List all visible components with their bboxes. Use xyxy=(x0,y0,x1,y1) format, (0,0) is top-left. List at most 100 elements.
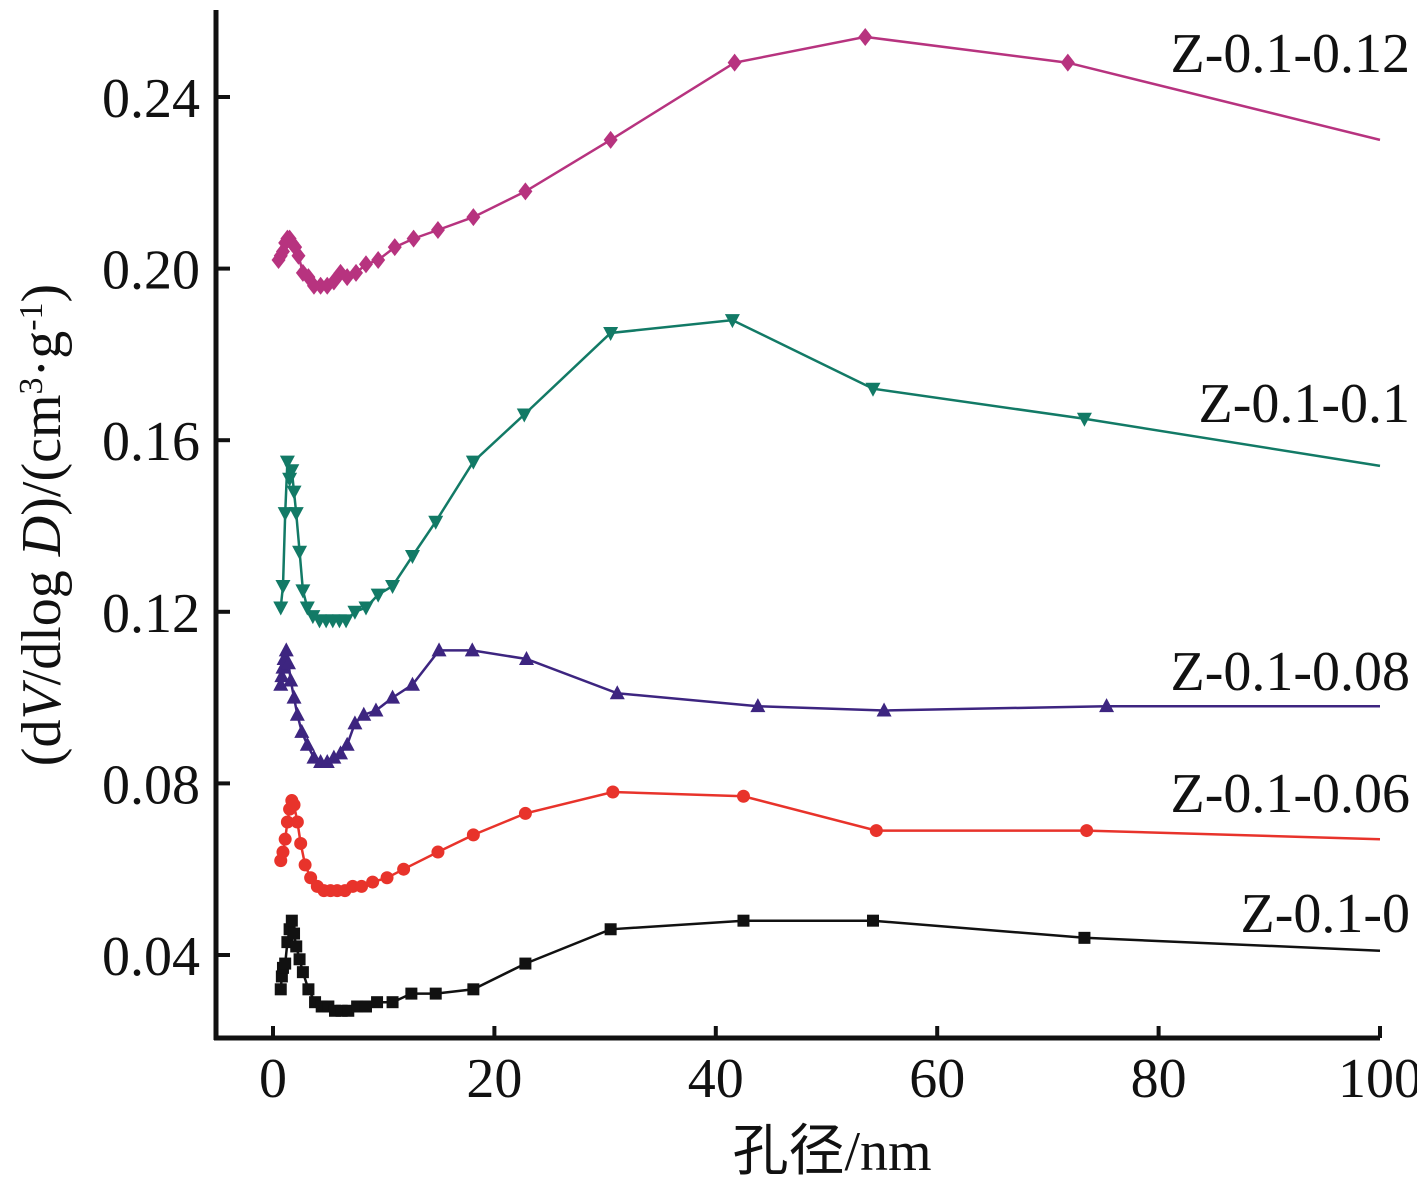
data-point-z-0-1-0-08 xyxy=(519,650,535,665)
data-point-z-0-1-0-1 xyxy=(865,382,881,397)
data-point-z-0-1-0-08 xyxy=(609,685,625,700)
data-point-z-0-1-0-12 xyxy=(603,130,618,149)
series-z-0-1-0 xyxy=(274,914,1381,1017)
y-axis-title-part: ) xyxy=(11,284,73,303)
data-point-z-0-1-0-06 xyxy=(366,875,380,889)
data-point-z-0-1-0-12 xyxy=(406,229,421,248)
data-point-z-0-1-0-08 xyxy=(339,736,355,751)
data-point-z-0-1-0-08 xyxy=(274,668,290,683)
data-point-z-0-1-0 xyxy=(405,987,418,1000)
y-axis-title-superscript: -1 xyxy=(13,302,50,330)
data-point-z-0-1-0-08 xyxy=(286,689,302,704)
data-point-z-0-1-0-08 xyxy=(299,736,315,751)
data-point-z-0-1-0-06 xyxy=(380,871,394,885)
y-axis-title: (dV/dlog D)/(cm3·g-1) xyxy=(11,284,73,766)
x-axis-title: 孔径/nm xyxy=(732,1121,931,1181)
data-point-z-0-1-0-06 xyxy=(287,798,301,812)
series-line-z-0-1-0-1 xyxy=(279,318,1381,622)
series-layer xyxy=(271,27,1381,1017)
data-point-z-0-1-0-12 xyxy=(518,182,533,201)
data-point-z-0-1-0-08 xyxy=(464,642,480,657)
data-point-z-0-1-0-06 xyxy=(276,845,290,859)
y-axis-title-superscript: 3 xyxy=(13,377,50,394)
data-point-z-0-1-0-08 xyxy=(278,642,294,657)
x-tick-label: 100 xyxy=(1338,1048,1417,1110)
data-point-z-0-1-0 xyxy=(604,923,617,936)
data-point-z-0-1-0-08 xyxy=(294,723,310,738)
data-point-z-0-1-0-1 xyxy=(295,584,311,599)
data-point-z-0-1-0-08 xyxy=(319,753,335,768)
data-point-z-0-1-0-1 xyxy=(338,614,354,629)
data-point-z-0-1-0-06 xyxy=(466,828,480,842)
data-point-z-0-1-0-08 xyxy=(1099,698,1115,713)
data-point-z-0-1-0-1 xyxy=(516,408,532,423)
y-tick-label: 0.12 xyxy=(102,583,200,645)
data-point-z-0-1-0-1 xyxy=(428,515,444,530)
data-point-z-0-1-0-08 xyxy=(273,676,289,691)
data-point-z-0-1-0-08 xyxy=(385,689,401,704)
data-point-z-0-1-0 xyxy=(467,983,480,996)
data-point-z-0-1-0-06 xyxy=(294,836,308,850)
series-z-0-1-0-12 xyxy=(271,27,1381,295)
data-point-z-0-1-0-12 xyxy=(1060,53,1075,72)
data-point-z-0-1-0-12 xyxy=(291,246,306,265)
data-point-z-0-1-0-08 xyxy=(356,706,372,721)
data-point-z-0-1-0-06 xyxy=(278,832,292,846)
data-point-z-0-1-0-12 xyxy=(858,27,873,46)
data-point-z-0-1-0 xyxy=(386,996,399,1009)
x-tick-label: 0 xyxy=(259,1048,287,1110)
data-point-z-0-1-0-1 xyxy=(299,601,315,616)
data-point-z-0-1-0-1 xyxy=(347,605,363,620)
x-tick-label: 80 xyxy=(1131,1048,1187,1110)
series-z-0-1-0-06 xyxy=(274,785,1381,898)
data-point-z-0-1-0-1 xyxy=(1076,412,1092,427)
data-point-z-0-1-0-06 xyxy=(431,845,445,859)
data-point-z-0-1-0-1 xyxy=(603,326,619,341)
data-point-z-0-1-0 xyxy=(429,987,442,1000)
data-point-z-0-1-0-08 xyxy=(280,655,296,670)
data-point-z-0-1-0-1 xyxy=(288,507,304,522)
data-point-z-0-1-0-06 xyxy=(298,858,312,872)
data-point-z-0-1-0-08 xyxy=(283,672,299,687)
data-point-z-0-1-0 xyxy=(274,983,287,996)
series-label-z-0-1-0-12: Z-0.1-0.12 xyxy=(1170,23,1410,85)
data-point-z-0-1-0 xyxy=(279,957,292,970)
data-point-z-0-1-0-12 xyxy=(387,238,402,257)
series-label-z-0-1-0-06: Z-0.1-0.06 xyxy=(1170,763,1410,825)
y-tick-label: 0.24 xyxy=(102,68,200,130)
series-line-z-0-1-0 xyxy=(279,919,1381,1013)
data-point-z-0-1-0 xyxy=(866,914,879,927)
data-point-z-0-1-0-12 xyxy=(371,251,386,270)
data-point-z-0-1-0 xyxy=(1078,931,1091,944)
data-point-z-0-1-0-08 xyxy=(326,749,342,764)
y-axis-title-part: V xyxy=(11,680,73,720)
data-point-z-0-1-0 xyxy=(519,957,532,970)
series-label-z-0-1-0-08: Z-0.1-0.08 xyxy=(1170,641,1410,703)
data-point-z-0-1-0-1 xyxy=(277,507,293,522)
y-tick-label: 0.16 xyxy=(102,411,200,473)
data-point-z-0-1-0-1 xyxy=(305,610,321,625)
data-point-z-0-1-0-1 xyxy=(273,601,289,616)
data-point-z-0-1-0-08 xyxy=(368,702,384,717)
data-point-z-0-1-0-1 xyxy=(370,588,386,603)
series-labels: Z-0.1-0 Z-0.1-0.06 Z-0.1-0.08 Z-0.1-0.1 Z-0.… xyxy=(1170,23,1410,945)
data-point-z-0-1-0-08 xyxy=(333,745,349,760)
data-point-z-0-1-0-1 xyxy=(724,314,740,329)
data-point-z-0-1-0-06 xyxy=(397,862,411,876)
data-point-z-0-1-0-1 xyxy=(279,455,295,470)
y-axis-title-part: (d xyxy=(11,720,73,767)
data-point-z-0-1-0-06 xyxy=(606,785,620,799)
x-tick-label: 60 xyxy=(909,1048,965,1110)
y-axis-title-part: )/(cm xyxy=(11,394,73,515)
data-point-z-0-1-0-1 xyxy=(292,545,308,560)
y-tick-label: 0.08 xyxy=(102,754,200,816)
y-axis-ticks: 0.04 0.08 0.12 0.16 0.20 0.24 xyxy=(102,68,230,988)
data-point-z-0-1-0 xyxy=(285,914,298,927)
y-tick-label: 0.20 xyxy=(102,240,200,302)
data-point-z-0-1-0-1 xyxy=(404,550,420,565)
data-point-z-0-1-0-1 xyxy=(385,580,401,595)
data-point-z-0-1-0 xyxy=(371,996,384,1009)
data-point-z-0-1-0-1 xyxy=(358,601,374,616)
x-tick-label: 40 xyxy=(688,1048,744,1110)
data-point-z-0-1-0 xyxy=(288,927,301,940)
